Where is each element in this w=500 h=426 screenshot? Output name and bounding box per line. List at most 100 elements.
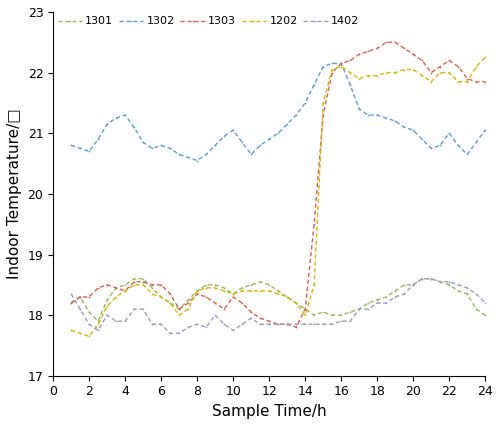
1402: [86, 322, 92, 327]
1301: [239, 285, 245, 291]
1202: [167, 300, 173, 305]
1402: [365, 307, 371, 312]
1303: [257, 316, 263, 321]
1303: [428, 70, 434, 75]
1302: [365, 112, 371, 118]
1301: [347, 310, 353, 315]
1202: [131, 282, 137, 288]
1303: [203, 294, 209, 299]
1202: [68, 328, 74, 333]
1202: [338, 64, 344, 69]
1402: [329, 322, 335, 327]
1202: [374, 73, 380, 78]
1202: [410, 67, 416, 72]
1301: [356, 307, 362, 312]
1402: [176, 331, 182, 336]
1302: [266, 137, 272, 142]
1402: [383, 300, 389, 305]
1303: [140, 279, 146, 284]
1202: [302, 313, 308, 318]
1402: [482, 300, 488, 305]
1402: [140, 307, 146, 312]
1303: [455, 64, 461, 69]
Line: 1402: 1402: [70, 277, 487, 335]
1301: [302, 307, 308, 312]
1202: [284, 294, 290, 299]
1303: [437, 64, 443, 69]
1302: [158, 143, 164, 148]
1301: [68, 300, 74, 305]
1303: [293, 325, 299, 330]
1303: [212, 300, 218, 305]
Line: 1301: 1301: [70, 277, 487, 323]
1302: [77, 146, 83, 151]
1302: [374, 112, 380, 118]
1302: [455, 143, 461, 148]
1202: [230, 291, 236, 296]
1302: [464, 152, 470, 157]
1402: [77, 307, 83, 312]
1302: [329, 61, 335, 66]
Line: 1302: 1302: [70, 62, 487, 162]
1301: [338, 313, 344, 318]
1202: [212, 285, 218, 291]
1402: [419, 276, 425, 281]
1301: [158, 294, 164, 299]
1302: [419, 137, 425, 142]
1202: [365, 73, 371, 78]
1301: [185, 297, 191, 302]
1302: [176, 152, 182, 157]
1202: [248, 288, 254, 294]
1202: [86, 334, 92, 339]
1202: [428, 79, 434, 84]
1303: [122, 288, 128, 294]
1301: [212, 282, 218, 288]
1402: [347, 319, 353, 324]
1303: [113, 285, 119, 291]
1402: [311, 322, 317, 327]
1301: [428, 276, 434, 281]
1302: [86, 149, 92, 154]
1402: [428, 276, 434, 281]
1202: [239, 288, 245, 294]
1302: [392, 118, 398, 124]
1301: [95, 319, 101, 324]
1301: [446, 282, 452, 288]
1303: [176, 307, 182, 312]
1301: [266, 282, 272, 288]
1303: [338, 61, 344, 66]
1303: [149, 282, 155, 288]
1303: [320, 112, 326, 118]
1202: [446, 70, 452, 75]
1402: [221, 322, 227, 327]
1303: [86, 294, 92, 299]
1202: [455, 79, 461, 84]
1303: [248, 310, 254, 315]
1402: [212, 313, 218, 318]
1302: [428, 146, 434, 151]
1402: [131, 307, 137, 312]
1301: [329, 313, 335, 318]
1302: [437, 143, 443, 148]
1301: [401, 282, 407, 288]
1303: [329, 70, 335, 75]
1202: [383, 70, 389, 75]
Y-axis label: Indoor Temperature/□: Indoor Temperature/□: [7, 109, 22, 279]
1301: [320, 310, 326, 315]
1302: [131, 124, 137, 130]
1302: [122, 112, 128, 118]
1302: [347, 82, 353, 87]
1303: [410, 52, 416, 57]
1402: [122, 319, 128, 324]
1302: [212, 143, 218, 148]
1202: [347, 70, 353, 75]
1202: [77, 331, 83, 336]
1303: [230, 294, 236, 299]
1303: [239, 300, 245, 305]
1302: [113, 115, 119, 121]
1302: [482, 128, 488, 133]
1402: [446, 279, 452, 284]
1302: [194, 158, 200, 163]
1303: [401, 46, 407, 51]
1202: [275, 291, 281, 296]
